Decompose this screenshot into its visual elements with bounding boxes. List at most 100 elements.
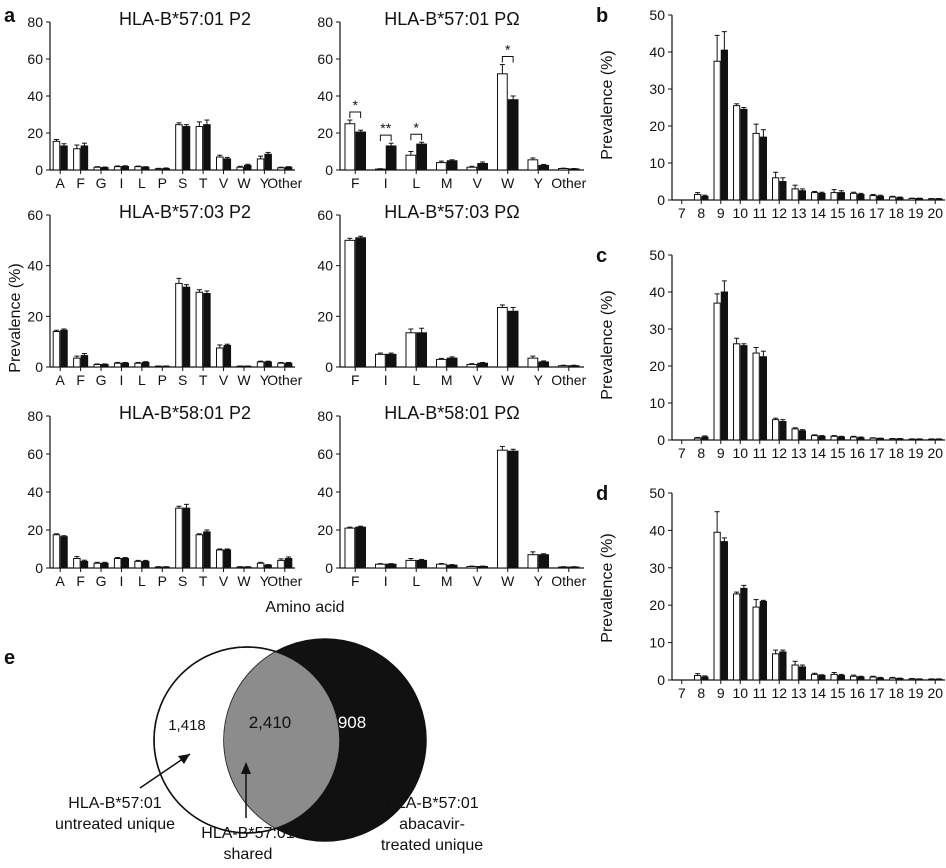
venn-untreated-label-line1: HLA-B*57:01 — [68, 795, 161, 812]
chart-a5-bar-s0-3 — [113, 558, 122, 569]
chart-a5-xtick-label-5: P — [158, 573, 167, 589]
chart-a3-xtick-label-3: I — [120, 372, 124, 388]
chart-a3-xtick-label-11: Other — [267, 372, 302, 388]
chart-a1-bar-s1-3 — [121, 165, 129, 171]
chart-a2-bar-s0-4 — [466, 166, 478, 171]
chart-a6-ytick-label-1: 20 — [317, 522, 333, 538]
chart-c-xtick-label-2: 9 — [717, 445, 725, 461]
chart-b-bar-s0-5 — [772, 177, 780, 201]
chart-d-bar-s1-9 — [857, 676, 865, 681]
chart-a1-xtick-label-3: I — [120, 175, 124, 191]
chart-c-bar-s0-11 — [889, 438, 897, 441]
chart-a2-sig-bracket-0 — [349, 111, 362, 119]
chart-c-bar-s1-9 — [857, 437, 865, 441]
chart-a3-xtick-label-5: P — [158, 372, 167, 388]
chart-a1-xtick-label-8: V — [219, 175, 229, 191]
chart-a4-bar-s1-3 — [446, 357, 458, 368]
chart-a3-xtick-label-6: S — [178, 372, 187, 388]
chart-c-bar-s1-10 — [876, 438, 884, 441]
chart-a1-ytick-label-4: 80 — [27, 14, 43, 30]
chart-a1-bar-s0-8 — [216, 156, 224, 171]
venn-treated-arrowhead — [380, 749, 391, 761]
chart-b-xtick-label-8: 15 — [830, 205, 846, 221]
chart-c-ytick-label-4: 40 — [649, 284, 665, 300]
chart-b-bar-s1-1 — [701, 195, 709, 201]
chart-b-bar-s1-4 — [759, 136, 767, 201]
chart-a5-ytick-label-0: 0 — [35, 560, 43, 576]
chart-a4-title: HLA-B*57:03 PΩ — [384, 202, 520, 222]
chart-a4-xtick-label-2: L — [412, 372, 420, 388]
chart-a2-sig-bracket-3 — [501, 56, 514, 63]
venn-treated-label-line2: abacavir- — [399, 816, 465, 833]
chart-d-ytick-label-0: 0 — [657, 672, 665, 688]
chart-a3-xtick-label-4: L — [138, 372, 146, 388]
chart-a3-ytick-label-3: 60 — [27, 207, 43, 223]
chart-a6-xtick-label-6: Y — [534, 573, 544, 589]
chart-a3-bar-s0-7 — [195, 291, 204, 368]
chart-a1-bar-s0-2 — [93, 166, 102, 171]
chart-c-xtick-label-9: 16 — [849, 445, 865, 461]
chart-b-xtick-label-9: 16 — [849, 205, 865, 221]
chart-c-bar-s0-4 — [752, 352, 760, 441]
chart-a6-bar-s1-0 — [355, 526, 367, 569]
chart-b-bar-s0-3 — [733, 105, 741, 201]
chart-a6-bar-s0-6 — [527, 554, 539, 569]
chart-a6-bar-s0-1 — [374, 563, 386, 569]
chart-a1-bar-s1-4 — [141, 166, 150, 171]
chart-a1-xtick-label-6: S — [178, 175, 187, 191]
chart-d-bar-s1-5 — [779, 651, 787, 681]
chart-d-bar-s0-3 — [733, 593, 741, 681]
chart-a5-ytick-label-4: 80 — [27, 408, 43, 424]
chart-a3-bar-s0-11 — [277, 362, 285, 368]
chart-d-ytick-label-3: 30 — [649, 560, 665, 576]
chart-a6-xtick-label-5: W — [501, 573, 515, 589]
chart-a2-bar-s0-7 — [557, 168, 569, 171]
chart-c-bar-s0-10 — [869, 437, 877, 441]
chart-a4-bar-s0-2 — [405, 332, 417, 368]
chart-d-xtick-label-4: 11 — [752, 685, 767, 701]
chart-a5-bar-s1-8 — [223, 549, 232, 569]
chart-c-bar-s0-6 — [791, 428, 799, 441]
chart-a5-bar-s0-6 — [175, 507, 183, 569]
chart-a2-xtick-label-5: W — [501, 175, 515, 191]
chart-c-xtick-label-12: 19 — [908, 445, 924, 461]
chart-a6-bar-s1-2 — [416, 559, 428, 569]
chart-c-xtick-label-0: 7 — [678, 445, 686, 461]
chart-b-bar-s0-6 — [791, 188, 799, 201]
chart-a3-xtick-label-8: V — [219, 372, 229, 388]
chart-a5-bar-s1-11 — [284, 558, 293, 569]
chart-d-xtick-label-7: 14 — [810, 685, 826, 701]
chart-a1-bar-s1-2 — [101, 167, 109, 171]
chart-d-bar-s0-10 — [869, 676, 877, 681]
chart-b-ytick-label-2: 20 — [649, 118, 665, 134]
chart-b-xtick-label-10: 17 — [869, 205, 885, 221]
chart-a5-bar-s1-2 — [101, 562, 109, 569]
chart-a3-bar-s0-0 — [52, 331, 61, 368]
chart-a5-xtick-label-10: Y — [260, 573, 270, 589]
chart-a3-bar-s1-6 — [182, 286, 191, 368]
chart-a4-ytick-label-1: 20 — [317, 308, 333, 324]
chart-d-bar-s1-1 — [701, 676, 709, 681]
chart-a1-xtick-label-9: W — [237, 175, 251, 191]
chart-a2-bar-s1-5 — [507, 99, 519, 171]
chart-d-bar-s0-7 — [811, 673, 819, 681]
chart-a6-bar-s1-3 — [446, 564, 458, 569]
chart-a3-ytick-label-1: 20 — [27, 308, 43, 324]
chart-a3-xtick-label-1: F — [76, 372, 85, 388]
chart-a2-xtick-label-4: V — [473, 175, 483, 191]
chart-a3-bar-s0-2 — [93, 363, 102, 368]
chart-c-bar-s1-3 — [740, 345, 748, 441]
chart-c-xtick-label-11: 18 — [888, 445, 904, 461]
chart-a1-xtick-label-5: P — [158, 175, 167, 191]
chart-a6-ytick-label-2: 40 — [317, 484, 333, 500]
chart-a2-ytick-label-1: 20 — [317, 125, 333, 141]
ylabel-panel-a: Prevalence (%) — [7, 263, 24, 372]
chart-a3-xtick-label-10: Y — [260, 372, 270, 388]
chart-a5-ytick-label-1: 20 — [27, 522, 43, 538]
chart-a3-bar-s1-2 — [101, 363, 109, 368]
chart-d-xtick-label-5: 12 — [771, 685, 787, 701]
chart-a5-xtick-label-0: A — [56, 573, 66, 589]
chart-a3-ytick-label-0: 0 — [35, 359, 43, 375]
chart-a6-ytick-label-0: 0 — [325, 560, 333, 576]
